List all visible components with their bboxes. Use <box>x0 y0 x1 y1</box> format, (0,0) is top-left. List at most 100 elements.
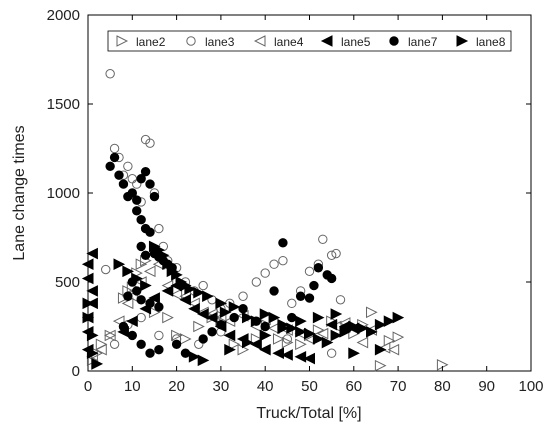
data-point-lane5 <box>205 311 218 324</box>
data-point-lane8 <box>312 333 325 345</box>
legend-label-lane7: lane7 <box>408 35 438 49</box>
data-point-lane8 <box>82 297 95 310</box>
data-point-lane7 <box>304 293 315 303</box>
data-point-lane7 <box>309 280 319 291</box>
legend-marker-lane4 <box>253 35 266 47</box>
legend-label-lane8: lane8 <box>476 35 506 49</box>
data-point-lane7 <box>326 273 337 284</box>
data-point-lane2 <box>171 329 183 342</box>
data-point-lane8 <box>122 265 134 278</box>
data-point-lane3 <box>326 348 337 358</box>
data-point-lane3 <box>251 277 262 287</box>
data-point-lane3 <box>127 174 138 184</box>
data-point-lane8 <box>295 315 307 327</box>
y-axis-label: Lane change times <box>11 125 28 260</box>
data-point-lane5 <box>86 285 98 297</box>
data-point-lane8 <box>140 279 152 292</box>
data-point-lane5 <box>86 247 98 260</box>
data-point-lane3 <box>198 280 208 291</box>
data-point-lane8 <box>366 326 378 338</box>
data-point-lane5 <box>259 343 271 356</box>
legend-marker-lane3 <box>186 36 196 46</box>
series-lane7 <box>105 152 337 358</box>
data-point-lane8 <box>259 329 272 342</box>
data-point-lane3 <box>101 264 111 275</box>
data-point-lane5 <box>126 315 138 327</box>
data-point-lane3 <box>326 250 337 261</box>
data-point-lane3 <box>335 295 346 305</box>
data-point-lane8 <box>202 290 214 303</box>
data-point-lane5 <box>148 292 160 304</box>
data-point-lane8 <box>193 286 205 299</box>
data-point-lane8 <box>91 358 103 370</box>
data-point-lane2 <box>193 320 205 333</box>
data-point-lane7 <box>114 170 124 180</box>
legend-label-lane3: lane3 <box>205 35 235 49</box>
data-point-lane7 <box>216 320 226 330</box>
x-tick-label: 20 <box>168 378 185 395</box>
data-point-lane5 <box>179 293 191 306</box>
data-point-lane7 <box>145 227 155 237</box>
data-point-lane5 <box>294 350 307 363</box>
data-point-lane8 <box>374 343 387 356</box>
data-point-lane8 <box>184 283 197 295</box>
data-point-lane5 <box>272 347 284 360</box>
data-point-lane8 <box>312 311 325 324</box>
data-point-lane7 <box>127 188 138 198</box>
data-point-lane3 <box>269 259 279 269</box>
data-point-lane2 <box>374 359 387 372</box>
data-point-lane8 <box>277 322 290 335</box>
data-point-lane8 <box>224 343 236 356</box>
data-point-lane2 <box>295 338 307 351</box>
data-point-lane3 <box>136 312 146 323</box>
data-point-lane5 <box>197 308 209 320</box>
data-point-lane3 <box>238 291 248 301</box>
legend-label-lane4: lane4 <box>274 35 304 49</box>
data-point-lane8 <box>250 315 263 327</box>
data-point-lane3 <box>331 248 341 259</box>
y-tick-label: 2000 <box>47 7 80 24</box>
data-point-lane7 <box>109 152 120 163</box>
x-tick-label: 40 <box>257 378 274 395</box>
data-point-lane7 <box>118 321 129 332</box>
data-point-lane3 <box>278 255 288 266</box>
data-point-lane7 <box>132 195 142 205</box>
legend-marker-lane2 <box>116 35 129 47</box>
data-point-lane2 <box>392 331 405 343</box>
data-point-lane4 <box>387 343 400 356</box>
data-point-lane8 <box>228 301 241 313</box>
data-point-lane7 <box>180 348 191 358</box>
data-point-lane7 <box>154 344 164 355</box>
data-point-lane8 <box>241 311 254 324</box>
x-tick-label: 60 <box>345 378 362 395</box>
data-point-lane8 <box>348 320 360 333</box>
data-point-lane4 <box>356 336 369 349</box>
data-point-lane8 <box>82 311 95 324</box>
data-point-lane7 <box>132 286 142 296</box>
data-point-lane3 <box>318 234 328 244</box>
series-lane5 <box>81 247 360 365</box>
data-point-lane8 <box>392 311 405 324</box>
data-point-lane2 <box>104 329 117 342</box>
data-point-lane7 <box>140 250 151 261</box>
data-point-lane7 <box>198 334 208 344</box>
data-point-lane7 <box>287 312 297 323</box>
data-point-lane7 <box>171 339 182 349</box>
data-point-lane7 <box>136 339 146 349</box>
x-axis-label: Truck/Total [%] <box>256 405 361 422</box>
series-lane8 <box>82 240 405 370</box>
data-point-lane8 <box>339 326 352 338</box>
data-point-lane8 <box>113 258 126 271</box>
data-point-lane7 <box>149 191 160 202</box>
data-point-lane4 <box>316 327 329 340</box>
data-point-lane7 <box>123 291 133 301</box>
data-point-lane2 <box>366 306 378 319</box>
data-point-lane7 <box>105 161 115 172</box>
data-point-lane3 <box>287 298 297 309</box>
data-point-lane8 <box>295 326 307 338</box>
data-point-lane4 <box>126 290 138 303</box>
data-point-lane7 <box>136 174 146 184</box>
